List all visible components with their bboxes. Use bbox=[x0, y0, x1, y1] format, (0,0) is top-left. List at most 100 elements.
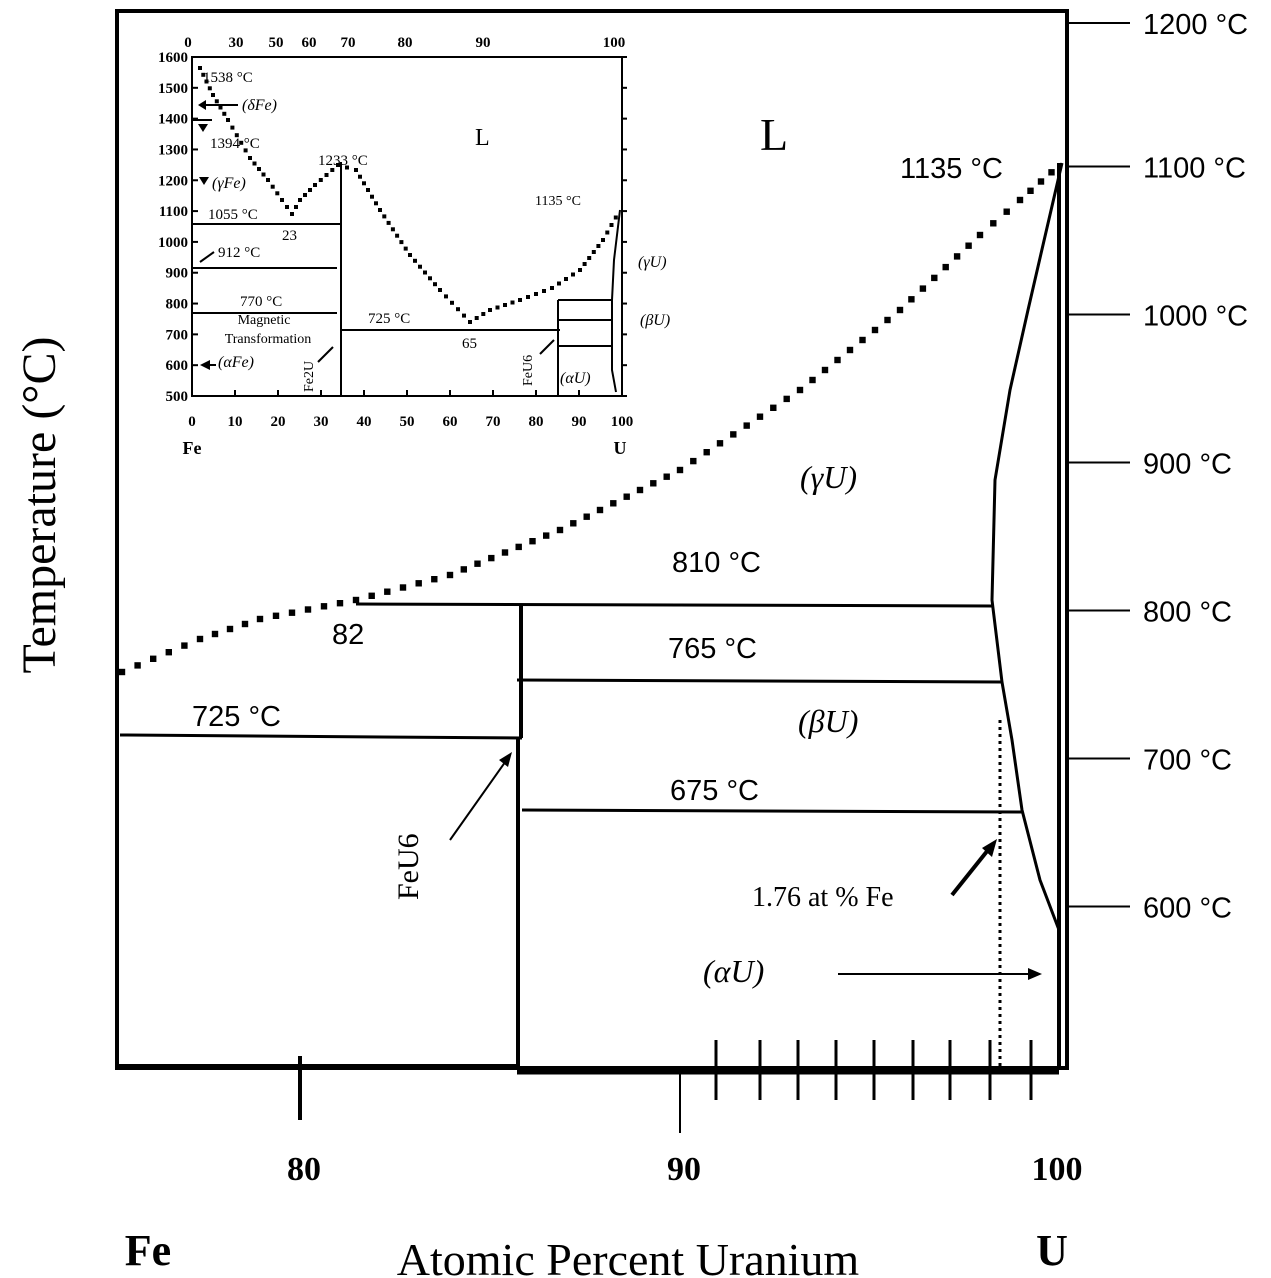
feu6-arrow bbox=[449, 757, 509, 841]
liquidus-dotted-curve bbox=[384, 588, 391, 595]
inset-x-tick-label: 60 bbox=[443, 414, 458, 430]
inset-u-label: U bbox=[614, 438, 627, 458]
inset-y-tick-label: 1400 bbox=[158, 112, 188, 128]
liquidus-dotted-curve bbox=[783, 395, 790, 403]
liquidus-dotted-curve bbox=[908, 296, 915, 303]
liquidus-dotted-curve bbox=[931, 274, 938, 282]
eutectic-810-line bbox=[355, 602, 995, 608]
liquidus-dotted-curve bbox=[809, 376, 816, 384]
inset-912-label: 912 °C bbox=[218, 245, 260, 261]
inset-liquidus-dotted-curve bbox=[444, 294, 448, 299]
liquidus-dotted-curve bbox=[399, 584, 407, 591]
inset-liquidus-dotted-curve bbox=[413, 258, 417, 263]
liquidus-dotted-curve bbox=[953, 253, 961, 260]
liquidus-dotted-curve bbox=[821, 366, 829, 374]
inset-liquidus-dotted-curve bbox=[423, 270, 427, 275]
inset-liquidus-dotted-curve bbox=[218, 105, 223, 110]
inset-liquidus-dotted-curve bbox=[596, 244, 601, 248]
inset-liquidus-dotted-curve bbox=[510, 300, 515, 305]
inset-y-tick-label: 1600 bbox=[158, 50, 188, 66]
inset-top-tick-label: 90 bbox=[476, 35, 491, 51]
inset-liquidus-dotted-curve bbox=[324, 173, 329, 177]
temp-765-label: 765 °C bbox=[668, 633, 757, 665]
y-tick-label: 1100 °C bbox=[1143, 152, 1246, 184]
inset-gamma-fe-label: (γFe) bbox=[212, 175, 246, 192]
liquidus-dotted-curve bbox=[690, 457, 697, 465]
inset-liquidus-dotted-curve bbox=[270, 184, 275, 189]
inset-plot: 5006007008009001000110012001300140015001… bbox=[158, 35, 670, 458]
inset-liquidus-dotted-curve bbox=[280, 198, 284, 202]
inset-x-tick-label: 50 bbox=[400, 414, 415, 430]
liquidus-dotted-curve bbox=[716, 440, 724, 447]
inset-x-tick-label: 0 bbox=[188, 414, 196, 430]
inset-beta-u-label: (βU) bbox=[640, 312, 670, 329]
x-axis-right-label: U bbox=[1036, 1226, 1068, 1275]
inset-fe2u-arrow bbox=[317, 346, 334, 363]
liquidus-dotted-curve bbox=[1048, 169, 1055, 176]
inset-transformation-label: Transformation bbox=[225, 332, 312, 347]
inset-liquidus-dotted-curve bbox=[571, 272, 575, 277]
temp-725-label: 725 °C bbox=[192, 701, 281, 733]
inset-x-tick-label: 30 bbox=[314, 414, 329, 430]
inset-liquidus-dotted-curve bbox=[226, 118, 230, 122]
solubility-label: 1.76 at % Fe bbox=[752, 882, 894, 913]
liquidus-dotted-curve bbox=[488, 554, 495, 562]
inset-feu6-arrow bbox=[539, 339, 555, 355]
inset-liquidus-dotted-curve bbox=[456, 307, 460, 312]
inset-frame bbox=[191, 56, 623, 397]
liquidus-dotted-curve bbox=[1037, 178, 1045, 185]
inset-liquidus-dotted-curve bbox=[362, 181, 366, 186]
inset-fe2u-label: Fe2U bbox=[302, 361, 317, 392]
inset-liquidus-dotted-curve bbox=[257, 167, 261, 171]
inset-liquidus-dotted-curve bbox=[290, 212, 294, 216]
inset-liquidus-dotted-curve bbox=[358, 174, 362, 179]
liquidus-dotted-curve bbox=[474, 560, 481, 567]
inset-liquidus-dotted-curve bbox=[390, 227, 395, 232]
inset-liquidus-dotted-curve bbox=[313, 183, 317, 187]
x-axis-left-label: Fe bbox=[125, 1226, 171, 1275]
inset-725-label: 725 °C bbox=[368, 311, 410, 327]
inset-liquidus-dotted-curve bbox=[399, 240, 404, 245]
inset-solvus-line bbox=[611, 209, 621, 393]
y-tick-label: 700 °C bbox=[1143, 744, 1232, 776]
inset-liquidus-dotted-curve bbox=[518, 298, 522, 302]
inset-delta-fe-label: (δFe) bbox=[242, 97, 277, 114]
liquidus-dotted-curve bbox=[942, 263, 949, 271]
liquidus-dotted-curve bbox=[543, 532, 550, 539]
inset-x-tick-label: 10 bbox=[228, 414, 243, 430]
x-tick-label: 90 bbox=[667, 1151, 701, 1188]
inset-x-tick-label: 100 bbox=[611, 414, 634, 430]
inset-y-tick-label: 1500 bbox=[158, 81, 188, 97]
liquidus-dotted-curve bbox=[446, 571, 454, 579]
inset-liquidus-dotted-curve bbox=[230, 125, 235, 130]
inset-top-tick-label: 50 bbox=[269, 35, 284, 51]
inset-liquidus-dotted-curve bbox=[234, 133, 239, 138]
liquidus-dotted-curve bbox=[415, 580, 422, 587]
solubility-arrowhead bbox=[982, 839, 997, 857]
inset-1538-label: 1538 °C bbox=[203, 70, 253, 86]
inset-liquidus-dotted-curve bbox=[261, 172, 266, 177]
inset-liquidus-dotted-curve bbox=[345, 165, 349, 170]
inset-top-tick-label: 70 bbox=[341, 35, 356, 51]
inset-y-tick-label: 1000 bbox=[158, 235, 188, 251]
inset-1394-label: 1394 °C bbox=[210, 136, 260, 152]
y-tick-label: 600 °C bbox=[1143, 892, 1232, 924]
solubility-arrow bbox=[950, 843, 994, 897]
inset-delta-arrow bbox=[198, 100, 206, 110]
melting-point-u-label: 1135 °C bbox=[900, 153, 1003, 185]
liquidus-dotted-curve bbox=[976, 231, 984, 239]
feu6-arrowhead bbox=[499, 752, 512, 767]
liquidus-dotted-curve bbox=[556, 526, 564, 534]
inset-liquidus-dotted-curve bbox=[408, 253, 412, 257]
inset-gamma-marker bbox=[199, 177, 209, 185]
inset-liquidus-dotted-curve bbox=[428, 276, 432, 281]
liquidus-dotted-curve bbox=[636, 486, 644, 494]
y-tick-label: 1000 °C bbox=[1143, 300, 1248, 332]
inset-liquidus-dotted-curve bbox=[550, 286, 554, 290]
x-tick-label: 100 bbox=[1032, 1151, 1083, 1188]
inset-liquidus-dotted-curve bbox=[582, 262, 587, 266]
liquidus-dotted-curve bbox=[181, 642, 188, 649]
liquidus-dotted-curve bbox=[650, 480, 657, 487]
inset-liquidus-dotted-curve bbox=[534, 292, 538, 296]
